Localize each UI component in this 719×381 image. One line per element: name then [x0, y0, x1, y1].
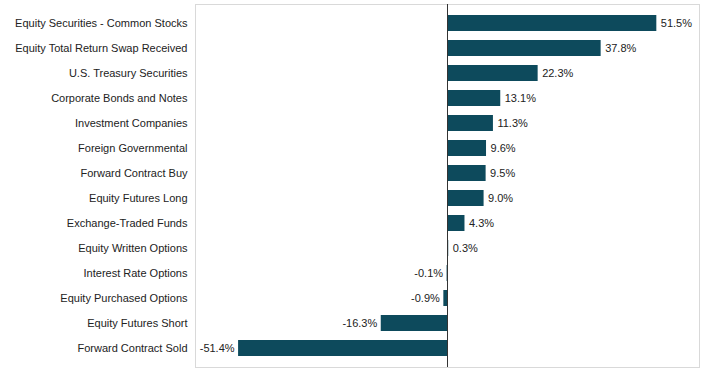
svg-text:Exchange-Traded Funds: Exchange-Traded Funds	[67, 217, 188, 229]
svg-text:Investment Companies: Investment Companies	[75, 117, 188, 129]
svg-text:Interest Rate Options: Interest Rate Options	[84, 267, 188, 279]
svg-text:9.5%: 9.5%	[490, 167, 515, 179]
svg-text:Equity Futures Long: Equity Futures Long	[89, 192, 187, 204]
svg-text:4.3%: 4.3%	[469, 217, 494, 229]
svg-text:0.3%: 0.3%	[453, 242, 478, 254]
svg-text:Equity Securities - Common Sto: Equity Securities - Common Stocks	[15, 17, 188, 29]
svg-text:Forward Contract Sold: Forward Contract Sold	[77, 342, 187, 354]
svg-text:-0.9%: -0.9%	[411, 292, 440, 304]
svg-text:13.1%: 13.1%	[505, 92, 536, 104]
svg-text:Foreign Governmental: Foreign Governmental	[78, 142, 187, 154]
svg-text:9.6%: 9.6%	[491, 142, 516, 154]
svg-text:-51.4%: -51.4%	[200, 342, 235, 354]
svg-text:Equity Futures Short: Equity Futures Short	[87, 317, 187, 329]
svg-text:U.S. Treasury Securities: U.S. Treasury Securities	[69, 67, 188, 79]
svg-text:-0.1%: -0.1%	[414, 267, 443, 279]
svg-text:9.0%: 9.0%	[488, 192, 513, 204]
svg-text:Forward Contract Buy: Forward Contract Buy	[81, 167, 188, 179]
svg-text:Corporate Bonds and Notes: Corporate Bonds and Notes	[51, 92, 188, 104]
svg-text:Equity Purchased Options: Equity Purchased Options	[60, 292, 188, 304]
svg-text:37.8%: 37.8%	[605, 42, 636, 54]
svg-text:22.3%: 22.3%	[542, 67, 573, 79]
svg-text:51.5%: 51.5%	[661, 17, 692, 29]
svg-text:Equity Total Return Swap Recei: Equity Total Return Swap Received	[15, 42, 187, 54]
svg-text:11.3%: 11.3%	[497, 117, 528, 129]
svg-text:-16.3%: -16.3%	[342, 317, 377, 329]
svg-text:Equity Written Options: Equity Written Options	[78, 242, 188, 254]
